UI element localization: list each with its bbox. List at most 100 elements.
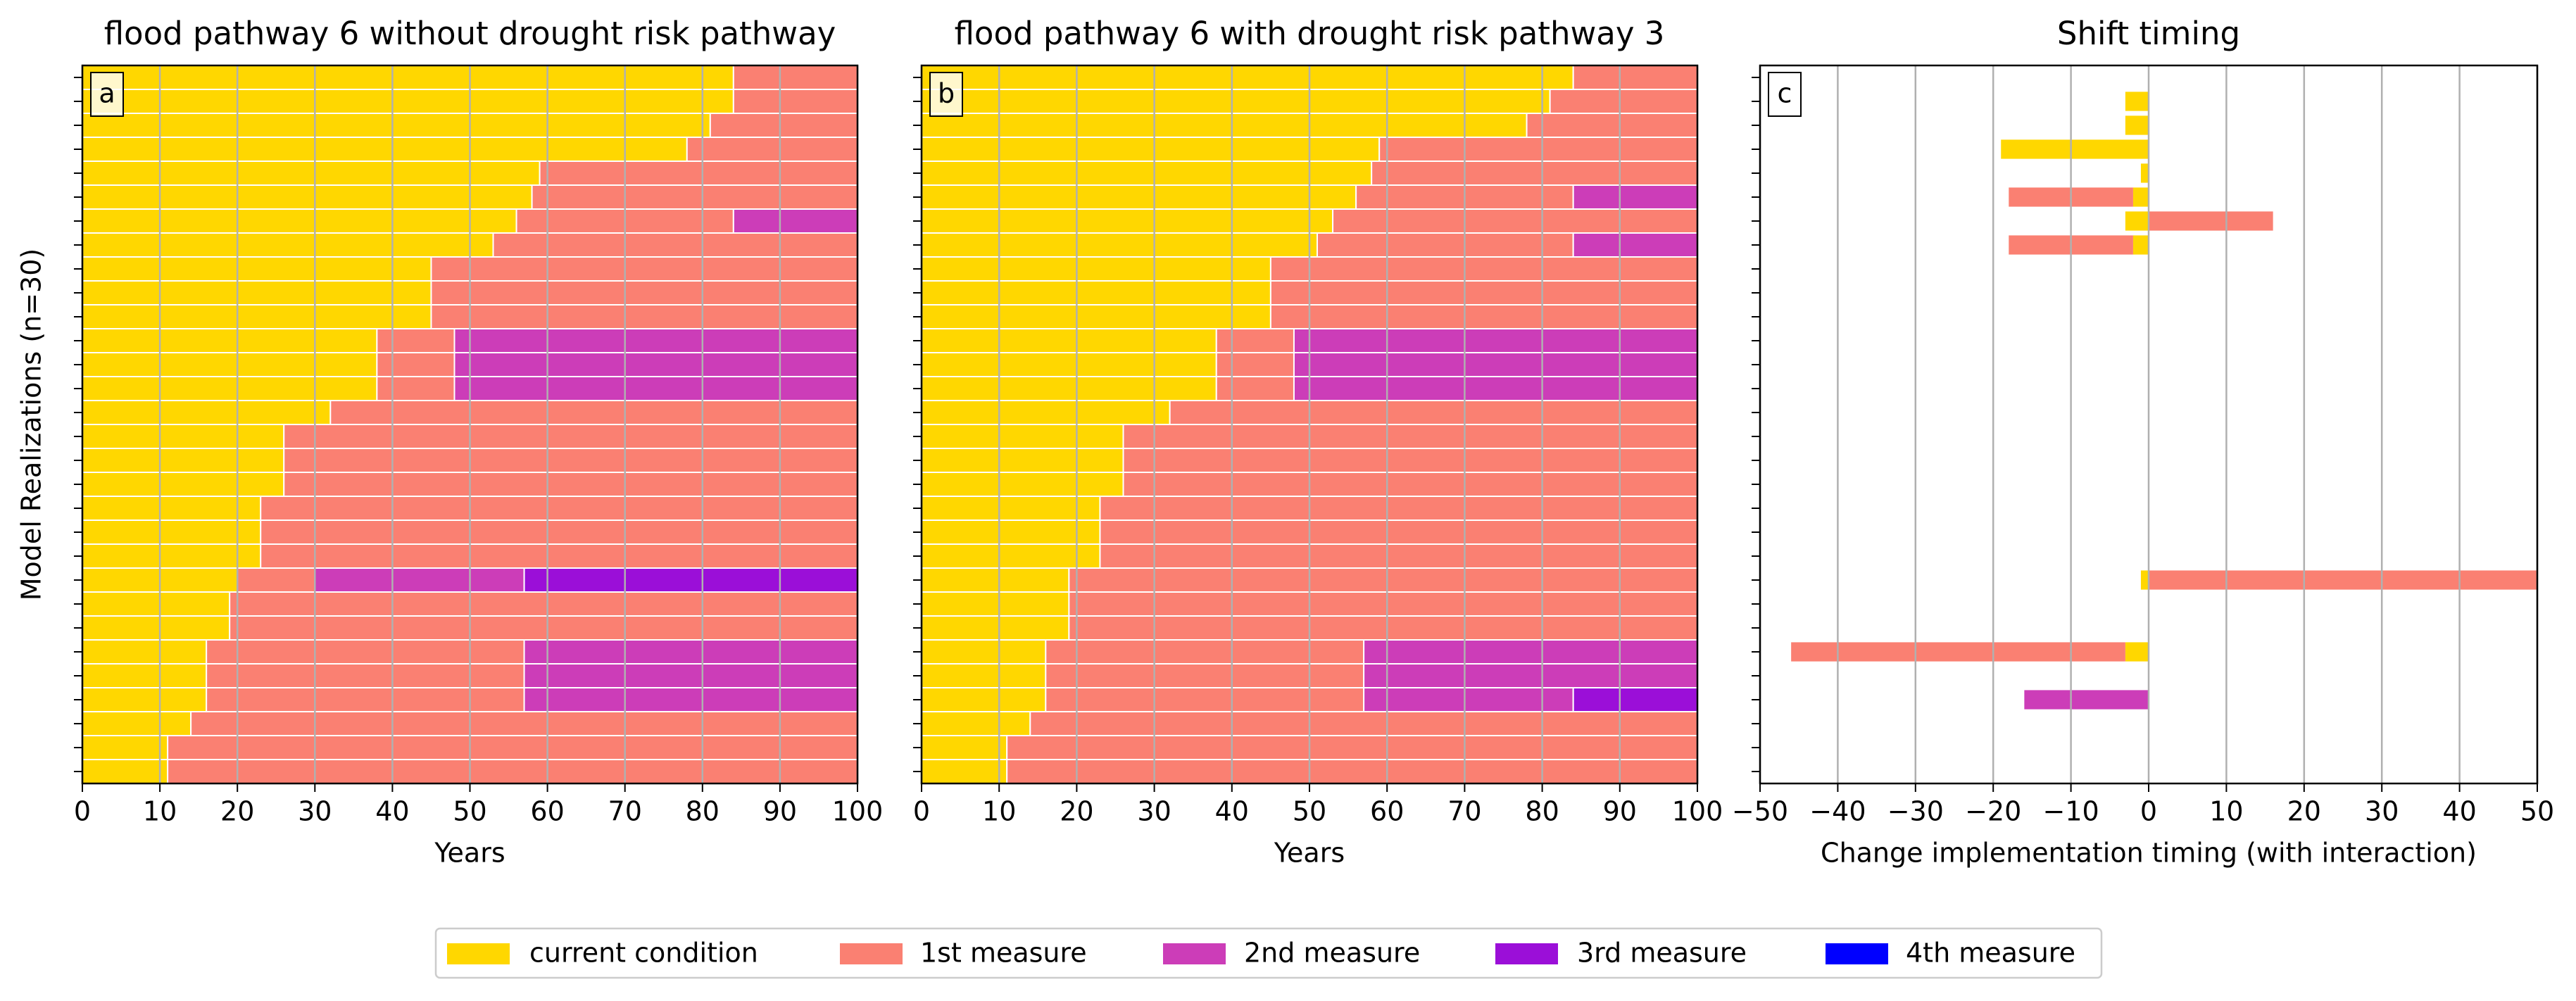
plot-area [82, 65, 857, 783]
bar-segment [539, 160, 857, 186]
bar-segment [1122, 424, 1697, 449]
bar-segment [376, 376, 455, 401]
bar-segment [190, 711, 857, 736]
bar-segment [376, 352, 455, 377]
y-axis-label: Model Realizations (n=30) [16, 248, 47, 600]
bar-segment [2140, 163, 2149, 183]
legend-label: 2nd measure [1244, 938, 1420, 969]
bar-segment [82, 520, 262, 545]
bar-segment [523, 687, 857, 712]
bar-segment [1099, 520, 1697, 545]
bar-segment [82, 352, 378, 377]
bar-segment [523, 639, 857, 665]
x-tick-label: 80 [1525, 796, 1559, 827]
bar-segment [922, 663, 1047, 688]
bar-segment [82, 472, 285, 497]
bar-segment [922, 328, 1217, 353]
panel-label: b [938, 78, 955, 109]
bar-segment [2125, 211, 2149, 231]
bar-segment [1099, 496, 1697, 521]
bar-segment [1215, 352, 1295, 377]
bar-segment [82, 184, 533, 210]
x-tick-label: 10 [143, 796, 177, 827]
bar-segment [1363, 639, 1697, 665]
bar-segment [430, 256, 857, 282]
bar-segment [1068, 567, 1697, 593]
bar-segment [1363, 663, 1697, 688]
chart-title: Shift timing [2057, 15, 2240, 52]
bar-segment [922, 232, 1319, 258]
bar-segment [922, 376, 1217, 401]
bar-segment [922, 687, 1047, 712]
x-tick-label: 80 [686, 796, 720, 827]
legend-label: current condition [529, 938, 758, 969]
x-tick-label: −10 [2042, 796, 2099, 827]
panel-label-box [929, 72, 963, 117]
bar-segment [922, 89, 1551, 114]
bar-segment [82, 663, 208, 688]
bar-segment [922, 591, 1070, 617]
x-tick-label: 40 [375, 796, 409, 827]
bar-segment [523, 567, 857, 593]
bar-segment [2149, 211, 2273, 231]
plot-area [922, 65, 1697, 783]
bar-segment [732, 89, 857, 114]
bar-segment [709, 113, 857, 138]
x-tick-label: 40 [2442, 796, 2476, 827]
bar-segment [922, 208, 1334, 234]
bar-segment [229, 591, 857, 617]
legend-box [434, 927, 2103, 979]
bar-segment [82, 65, 734, 90]
bar-segment [1269, 304, 1697, 329]
bar-segment [1122, 448, 1697, 473]
bar-segment [922, 735, 1008, 760]
bar-segment [922, 160, 1373, 186]
chart-title: flood pathway 6 without drought risk pat… [104, 15, 836, 52]
x-axis-label: Years [434, 838, 505, 869]
bar-segment [2125, 92, 2149, 111]
bar-segment [1572, 65, 1697, 90]
bar-segment [1006, 735, 1697, 760]
bar-segment [492, 232, 857, 258]
bar-segment [229, 615, 857, 641]
bar-segment [82, 759, 169, 783]
bar-segment [922, 759, 1008, 783]
bar-segment [82, 687, 208, 712]
x-tick-label: −20 [1965, 796, 2021, 827]
bar-segment [922, 113, 1528, 138]
bar-segment [453, 328, 857, 353]
bar-segment [82, 328, 378, 353]
bar-segment [283, 448, 857, 473]
bar-segment [2125, 115, 2149, 135]
bar-segment [1378, 137, 1697, 162]
x-tick-label: 20 [220, 796, 254, 827]
x-tick-label: 30 [1137, 796, 1171, 827]
bar-segment [1068, 591, 1697, 617]
bar-segment [1293, 352, 1697, 377]
x-tick-label: 50 [1293, 796, 1326, 827]
x-tick-label: 70 [608, 796, 642, 827]
x-tick-label: 20 [2287, 796, 2321, 827]
legend-swatch [840, 943, 903, 964]
bar-segment [82, 160, 541, 186]
bar-segment [82, 543, 262, 569]
bar-segment [1317, 232, 1574, 258]
bar-segment [2140, 570, 2149, 590]
bar-segment [531, 184, 857, 210]
bar-segment [1269, 280, 1697, 306]
bar-segment [922, 137, 1381, 162]
bar-segment [329, 400, 857, 425]
panel-label: c [1778, 78, 1792, 109]
bar-segment [1169, 400, 1697, 425]
bar-segment [1099, 543, 1697, 569]
bar-segment [1572, 184, 1697, 210]
bar-segment [82, 256, 432, 282]
panel-label-box [90, 72, 124, 117]
legend-label: 4th measure [1906, 938, 2075, 969]
bar-segment [922, 615, 1070, 641]
bar-segment [922, 256, 1271, 282]
x-axis-label: Change implementation timing (with inter… [1821, 838, 2477, 869]
bar-segment [1215, 328, 1295, 353]
bar-segment [1045, 687, 1365, 712]
